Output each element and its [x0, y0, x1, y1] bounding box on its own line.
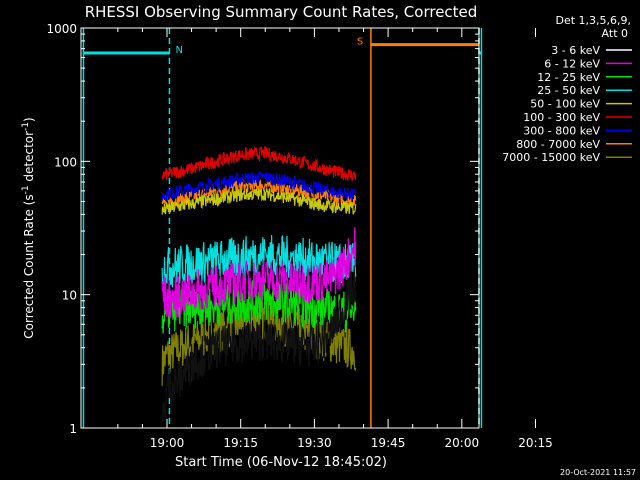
legend-entry-label: 100 - 300 keV [523, 111, 600, 124]
y-tick-label: 10 [62, 289, 77, 303]
x-tick-label: 20:15 [518, 436, 553, 450]
x-tick-label: 19:15 [223, 436, 258, 450]
legend-entry-label: 3 - 6 keV [551, 44, 600, 57]
chart-title: RHESSI Observing Summary Count Rates, Co… [85, 3, 478, 21]
x-axis: 19:00 19:15 19:30 19:45 20:00 20:15 [117, 28, 553, 450]
x-tick-label: 19:30 [297, 436, 332, 450]
legend-header-line-1: Det 1,3,5,6,9, [555, 14, 631, 27]
y-tick-label: 1000 [46, 22, 77, 36]
legend-entry-label: 25 - 50 keV [537, 84, 600, 97]
series-group [161, 145, 357, 422]
legend-entry-label: 6 - 12 keV [544, 57, 600, 70]
flag-label: S [357, 37, 363, 48]
flag-label: N [175, 45, 182, 56]
series-line [161, 265, 357, 422]
x-tick-label: 20:00 [445, 436, 480, 450]
y-tick-label: 100 [54, 155, 77, 169]
timestamp: 20-Oct-2021 11:57 [560, 468, 636, 477]
y-axis: 1 10 100 1000 [46, 22, 479, 436]
x-axis-label: Start Time (06-Nov-12 18:45:02) [175, 455, 387, 470]
x-tick-label: 19:00 [150, 436, 185, 450]
series-line [161, 145, 357, 181]
y-tick-label: 1 [69, 422, 77, 436]
legend-entry-label: 50 - 100 keV [530, 98, 600, 111]
legend-entry-label: 300 - 800 keV [523, 124, 600, 137]
legend-entry-label: 800 - 7000 keV [516, 138, 600, 151]
legend-entry-label: 12 - 25 keV [537, 71, 600, 84]
x-tick-label: 19:45 [371, 436, 406, 450]
series-line [161, 187, 357, 215]
plot-frame [80, 27, 480, 429]
series-line [161, 170, 357, 202]
instrument-flags: NS [82, 28, 483, 428]
y-axis-label: Corrected Count Rate (s-1 detector-1) [21, 117, 36, 338]
series-line [161, 234, 357, 289]
legend-entry-label: 7000 - 15000 keV [502, 151, 600, 164]
series-line [161, 227, 357, 319]
legend-header-line-2: Att 0 [602, 27, 628, 40]
